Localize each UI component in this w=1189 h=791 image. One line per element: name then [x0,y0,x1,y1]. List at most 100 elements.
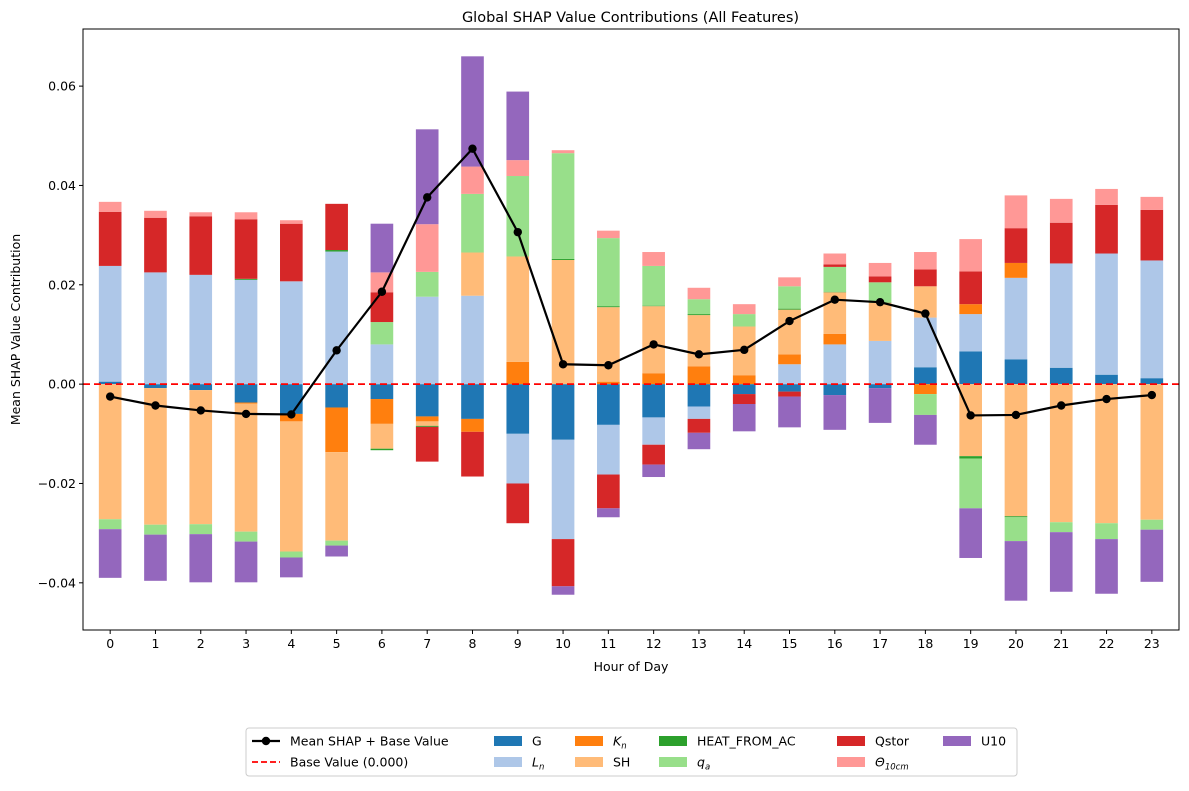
bar-segment [370,223,394,273]
legend-label: Kn [613,734,627,752]
bar-segment [234,531,258,542]
bar-segment [325,540,348,546]
bar-segment [959,239,982,272]
bar-segment [687,314,711,316]
bar-segment [280,551,303,558]
bar-segment [642,417,665,445]
line-point [513,227,522,237]
y-tick-label: 0.04 [48,178,76,193]
x-tick-label: 18 [917,636,933,651]
x-tick-label: 14 [736,636,752,651]
x-tick-label: 3 [242,636,250,651]
bar-segment [325,384,348,408]
bar-segment [597,424,620,475]
bar-segment [325,251,348,385]
bar-segment [280,223,303,282]
bar-segment [234,403,258,532]
bar-segment [189,274,213,385]
bar-segment [914,317,937,368]
bar-segment [778,384,801,392]
legend-patch [659,757,687,767]
bar-segment [506,176,530,257]
line-point [423,193,432,202]
bar-segment [642,444,665,465]
bar-segment [234,541,258,583]
bar-segment [732,314,756,327]
bar-segment [959,456,982,459]
bar-segment [778,286,801,309]
bar-segment [1004,277,1028,360]
bar-segment [868,340,892,385]
x-axis-label: Hour of Day [594,659,669,674]
bar-segment [325,545,348,557]
bar-segment [325,407,348,453]
y-tick-label: −0.02 [38,476,76,491]
x-axis: 0 1 2 3 4 5 6 7 8 9 10 11 12 13 14 15 16 17 18 19 20 21 22 23 [106,630,1160,651]
bar-segment [823,344,847,385]
bar-segment [234,278,258,280]
bar-segment [98,529,122,578]
bar-segment [370,423,394,449]
legend-label: HEAT_FROM_AC [697,734,796,749]
line-point [377,287,387,296]
bar-segment [461,295,484,385]
bar-segment [370,344,394,385]
bar-segment [687,315,711,367]
bar-segment [189,524,213,535]
bar-segment [551,150,575,154]
x-tick-label: 16 [827,636,843,651]
bar-segment [415,224,439,272]
legend-patch [943,736,971,746]
bar-segment [461,166,484,194]
series-line [109,146,1152,417]
bar-segment [778,308,801,310]
bar-segment [778,309,801,355]
bar-segment [1004,262,1028,278]
bar-segment [234,384,258,403]
bar-segment [1095,188,1118,205]
bar-segment [687,406,711,419]
bar-segment [959,314,982,352]
legend-label: qa [697,755,710,773]
bar-segment [778,364,801,385]
line-point [740,345,749,355]
bar-segment [415,296,439,385]
bar-segment [1049,522,1073,533]
bar-segment [1095,384,1118,524]
bar-segment [1004,228,1028,263]
bar-segment [914,384,937,395]
bar-segment [1049,222,1073,264]
legend-patch [575,757,603,767]
bar-segment [415,416,439,422]
legend-label: Ln [532,755,544,773]
bar-segment [914,394,937,415]
x-tick-label: 23 [1144,636,1160,651]
bar-segment [868,384,892,389]
x-tick-label: 6 [378,636,386,651]
bar-segment [1095,539,1118,594]
bar-segment [415,129,439,225]
line-point [604,361,613,370]
legend-label: Θ10cm [875,755,909,773]
bar-segment [778,277,801,287]
bar-segment [823,395,847,430]
bar-segment [144,210,167,218]
bar-segment [506,91,530,161]
bar-segment [98,265,122,382]
y-axis-label: Mean SHAP Value Contribution [8,234,23,425]
bar-segment [823,333,847,345]
bar-segment [189,216,213,275]
bar-segment [642,305,665,307]
legend-patch [837,736,865,746]
bar-segment [506,433,530,484]
bar-segment [551,258,575,260]
bar-segment [687,432,711,450]
legend-box [245,727,1018,777]
bar-segment [461,193,484,253]
bar-segment [370,272,394,293]
bar-segment [1095,374,1118,385]
bar-segment [1049,384,1073,523]
bar-segment [461,431,484,477]
legend-patch [575,736,603,746]
bar-segment [597,306,620,308]
